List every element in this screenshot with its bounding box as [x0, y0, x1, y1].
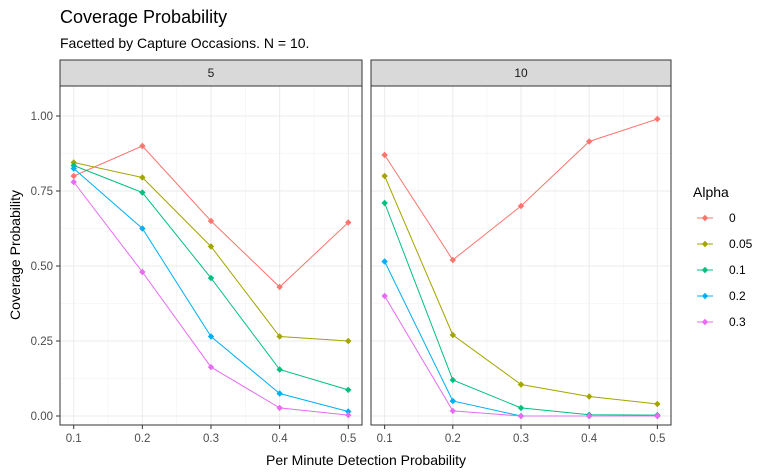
x-tick-label: 0.1 [377, 433, 393, 445]
data-point [207, 333, 215, 340]
data-point [449, 407, 457, 415]
data-point [654, 400, 661, 408]
data-point [517, 381, 525, 388]
x-tick-label: 0.3 [513, 433, 529, 445]
legend-key-point [701, 318, 709, 326]
x-tick-label: 0.2 [445, 433, 461, 445]
data-point [139, 225, 146, 232]
gridlines [60, 86, 362, 425]
facet-panel-5: 5 0.1 0.2 0.3 0.4 0.5 0.00 0.25 0.50 0.75 1.00 [31, 59, 363, 445]
legend-label: 0.1 [729, 263, 746, 277]
data-point [517, 412, 525, 420]
data-point [345, 219, 352, 226]
data-point [654, 115, 661, 123]
data-point [449, 331, 457, 339]
series-0 [381, 115, 661, 264]
legend-label: 0.3 [729, 315, 746, 329]
data-point [517, 404, 525, 412]
legend-label: 0 [729, 211, 736, 225]
facet-strip [370, 59, 672, 87]
data-point [585, 412, 593, 420]
x-tick-label: 0.4 [272, 433, 289, 445]
x-tick-label: 0.5 [649, 433, 665, 445]
legend-entry: 0.3 [697, 315, 746, 329]
data-point [381, 172, 388, 180]
data-point [139, 142, 146, 150]
chart-subtitle: Facetted by Capture Occasions. N = 10. [60, 35, 309, 51]
data-point [449, 256, 457, 264]
data-point [139, 268, 146, 276]
facet-strip-label: 10 [514, 66, 528, 80]
data-point [276, 404, 283, 412]
series-0.3 [70, 178, 352, 419]
y-tick-label: 0.25 [31, 336, 53, 348]
data-point [276, 366, 283, 373]
legend-key-point [701, 214, 709, 222]
series-0.1 [70, 162, 352, 394]
legend-title: Alpha [693, 184, 729, 200]
legend-entry: 0.05 [697, 237, 753, 251]
data-point [381, 199, 388, 207]
y-tick-label: 0.50 [31, 261, 53, 273]
data-point [276, 333, 283, 340]
data-point [276, 283, 283, 291]
chart-title: Coverage Probability [60, 7, 227, 27]
x-tick-label: 0.5 [340, 433, 356, 445]
data-point [207, 217, 215, 225]
legend-entry: 0.1 [697, 263, 746, 277]
data-point [207, 274, 215, 282]
y-tick-label: 1.00 [31, 111, 53, 123]
data-point [381, 292, 388, 300]
data-point [449, 397, 457, 405]
data-point [585, 138, 593, 145]
legend-key-point [701, 266, 709, 274]
data-point [381, 151, 388, 159]
series-0.05 [381, 172, 661, 408]
facet-strip-label: 5 [208, 66, 215, 80]
data-point [381, 258, 388, 265]
x-tick-label: 0.1 [66, 433, 82, 445]
series-0.3 [381, 292, 661, 420]
data-point [139, 174, 146, 181]
legend-entry: 0.2 [697, 289, 746, 303]
gridlines [371, 86, 671, 425]
legend: Alpha 0 0.05 0.1 0.2 0.3 [693, 184, 753, 329]
legend-key-point [701, 292, 709, 300]
series-0 [70, 142, 352, 291]
data-point [345, 408, 352, 415]
data-point [345, 411, 352, 419]
x-tick-label: 0.3 [203, 433, 219, 445]
data-point [207, 363, 215, 371]
data-point [449, 376, 457, 384]
facet-panel-10: 10 0.1 0.2 0.3 0.4 0.5 [370, 59, 672, 445]
data-point [585, 393, 593, 400]
x-axis-title: Per Minute Detection Probability [266, 452, 466, 468]
data-point [345, 386, 352, 394]
series-0.2 [70, 165, 352, 415]
data-point [70, 165, 77, 172]
data-point [70, 178, 77, 186]
legend-label: 0.2 [729, 289, 746, 303]
data-point [654, 412, 661, 420]
legend-key-point [701, 240, 709, 248]
facet-strip [59, 59, 363, 87]
y-tick-label: 0.00 [31, 411, 53, 423]
x-tick-label: 0.2 [134, 433, 150, 445]
data-point [70, 172, 77, 180]
data-point [276, 390, 283, 397]
y-axis-title: Coverage Probability [7, 190, 23, 320]
x-tick-label: 0.4 [581, 433, 598, 445]
facet-panels: 5 0.1 0.2 0.3 0.4 0.5 0.00 0.25 0.50 0.75 1.00 10 0.… [31, 59, 672, 445]
data-point [517, 202, 525, 210]
legend-entry: 0 [697, 211, 736, 225]
legend-label: 0.05 [729, 237, 753, 251]
data-point [139, 189, 146, 196]
data-point [207, 243, 215, 250]
y-tick-label: 0.75 [31, 186, 53, 198]
data-point [345, 337, 352, 345]
